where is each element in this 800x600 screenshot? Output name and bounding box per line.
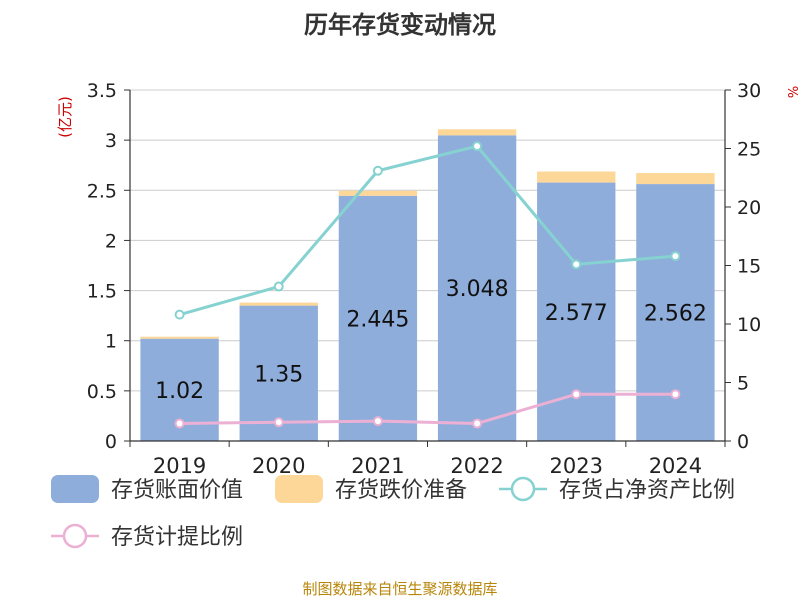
- line-point: [571, 389, 582, 400]
- left-tick-label: 3: [105, 130, 117, 152]
- lines: [174, 141, 681, 429]
- line-point: [472, 141, 483, 152]
- line-point: [273, 417, 284, 428]
- axes: 0 0.5 1 1.5 2 2.5 3 3.5 0 5 10 15 20 25 30 2019 2020 2021…: [87, 80, 761, 478]
- legend-label: 存货占净资产比例: [559, 478, 735, 503]
- line-series: [179, 144, 676, 317]
- bars: [140, 129, 715, 441]
- bar-inventory-impairment: [437, 129, 517, 136]
- legend-label: 存货计提比例: [111, 525, 243, 550]
- right-tick-label: 30: [737, 80, 761, 102]
- legend-marker: [510, 476, 536, 502]
- right-tick-label: 25: [737, 139, 761, 161]
- bar-value-label: 2.562: [644, 302, 707, 327]
- chart-title: 历年存货变动情况: [304, 11, 496, 39]
- source-footer: 制图数据来自恒生聚源数据库: [302, 580, 497, 598]
- grid-lines: [130, 89, 725, 392]
- legend-label: 存货账面价值: [111, 478, 243, 503]
- legend-marker: [62, 523, 88, 549]
- line-point: [670, 251, 681, 262]
- left-tick-label: 2: [105, 230, 117, 252]
- legend-swatch: [275, 475, 323, 503]
- line-point: [174, 418, 185, 429]
- bar-inventory-impairment: [239, 302, 318, 306]
- left-tick-label: 0.5: [87, 381, 117, 403]
- line-series: [179, 392, 676, 425]
- right-tick-label: 10: [737, 314, 761, 336]
- left-tick-label: 3.5: [87, 80, 117, 102]
- legend-swatch: [51, 475, 99, 503]
- x-tick-label: 2023: [550, 454, 603, 478]
- bar-value-label: 1.02: [155, 379, 204, 404]
- data-labels: 1.02 1.35 2.445 3.048 2.577 2.562: [155, 277, 707, 404]
- line-point: [571, 259, 582, 270]
- right-axis-unit: %: [787, 86, 800, 98]
- bar-inventory-book-value: [437, 135, 517, 441]
- x-tick-label: 2024: [649, 454, 702, 478]
- bar-inventory-impairment: [636, 173, 715, 185]
- left-tick-label: 1: [105, 331, 117, 353]
- bar-value-label: 2.445: [346, 307, 409, 332]
- legend-label: 存货跌价准备: [335, 478, 467, 503]
- bar-value-label: 3.048: [446, 277, 509, 302]
- x-tick-label: 2021: [351, 454, 404, 478]
- bar-value-label: 2.577: [545, 301, 608, 326]
- line-point: [670, 389, 681, 400]
- right-tick-label: 20: [737, 197, 761, 219]
- x-tick-label: 2022: [450, 454, 503, 478]
- right-tick-label: 5: [737, 373, 749, 395]
- bar-inventory-book-value: [338, 195, 418, 441]
- bar-inventory-impairment: [537, 171, 616, 183]
- left-tick-label: 0: [105, 431, 117, 453]
- bar-inventory-impairment: [338, 190, 418, 196]
- x-tick-label: 2019: [153, 454, 206, 478]
- right-tick-label: 0: [737, 431, 749, 453]
- bar-inventory-impairment: [140, 336, 219, 339]
- line-point: [273, 281, 284, 292]
- line-point: [372, 416, 383, 427]
- left-tick-label: 1.5: [87, 281, 117, 303]
- right-tick-label: 15: [737, 256, 761, 278]
- left-tick-label: 2.5: [87, 180, 117, 202]
- x-tick-label: 2020: [252, 454, 305, 478]
- line-point: [174, 309, 185, 320]
- line-point: [472, 418, 483, 429]
- left-axis-unit: (亿元): [56, 96, 74, 138]
- bar-value-label: 1.35: [254, 362, 303, 387]
- line-point: [372, 165, 383, 176]
